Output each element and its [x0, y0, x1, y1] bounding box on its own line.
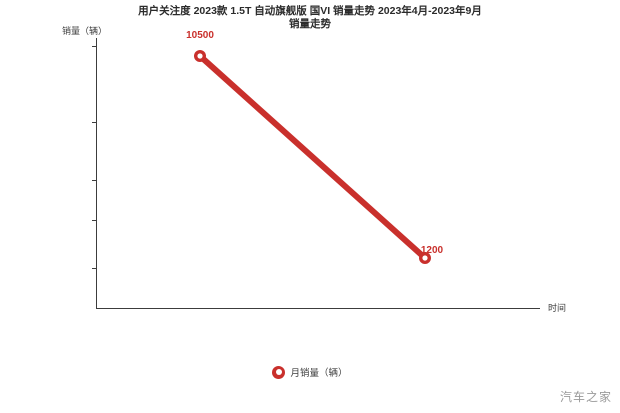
- y-axis-tick: [92, 122, 96, 123]
- x-axis-label: 时间: [548, 303, 567, 313]
- y-axis-tick: [92, 220, 96, 221]
- data-point-marker-inner: [422, 255, 428, 261]
- autohome-watermark: 汽车之家: [559, 390, 612, 404]
- chart-title-block: 用户关注度 2023款 1.5T 自动旗舰版 国VI 销量走势 2023年4月-…: [0, 5, 620, 31]
- legend-item-label: 月销量（辆）: [290, 368, 348, 379]
- y-axis-tick: [92, 180, 96, 181]
- chart-legend: 月销量（辆）: [0, 365, 620, 379]
- legend-circle-marker-icon: [272, 365, 286, 379]
- chart-title-line-2: 销量走势: [289, 18, 331, 30]
- series-line-segment: [197, 53, 428, 261]
- data-point-marker-inner: [197, 53, 203, 59]
- chart-title-line-1: 用户关注度 2023款 1.5T 自动旗舰版 国VI 销量走势 2023年4月-…: [138, 5, 482, 17]
- legend-item-monthly-sales[interactable]: 月销量（辆）: [272, 365, 348, 379]
- y-axis-label: 销量（辆）: [62, 26, 108, 36]
- y-axis-line: [96, 38, 97, 308]
- data-point-value-label: 1200: [420, 245, 444, 256]
- y-axis-tick: [92, 46, 96, 47]
- y-axis-tick: [92, 268, 96, 269]
- data-point-value-label: 10500: [186, 30, 214, 41]
- x-axis-line: [96, 308, 540, 309]
